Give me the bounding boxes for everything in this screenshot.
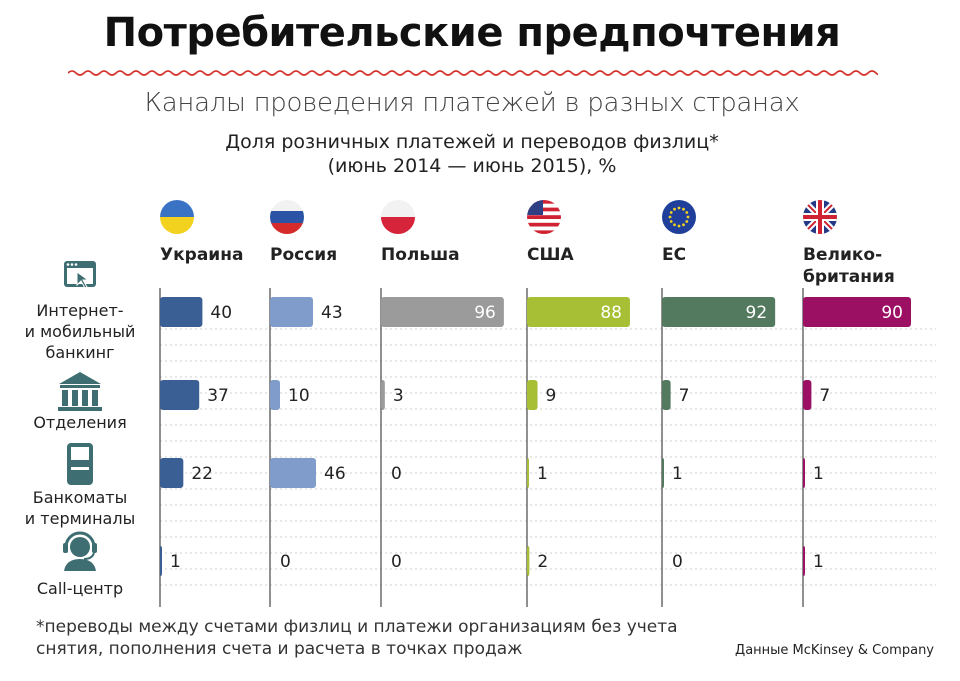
poland-flag-icon	[381, 200, 415, 234]
usa-flag-icon	[527, 200, 561, 234]
bar	[270, 458, 316, 488]
data-label: 3	[393, 386, 404, 406]
data-label: 1	[813, 464, 824, 484]
bar	[527, 458, 529, 488]
data-label: 9	[546, 386, 557, 406]
data-label: 0	[391, 464, 402, 484]
footnote: *переводы между счетами физлиц и платежи…	[36, 616, 678, 660]
eu-flag-icon	[662, 200, 696, 234]
data-label: 0	[672, 552, 683, 572]
data-label: 1	[170, 552, 181, 572]
data-label: 37	[207, 386, 229, 406]
bar	[662, 458, 664, 488]
data-label: 0	[280, 552, 291, 572]
headset-operator-icon	[63, 531, 97, 571]
data-label: 1	[813, 552, 824, 572]
data-label: 92	[746, 303, 768, 323]
bar	[527, 297, 630, 327]
data-label: 0	[391, 552, 402, 572]
row-label: и терминалы	[25, 509, 135, 528]
bar	[662, 297, 776, 327]
bar	[270, 297, 313, 327]
country-label: Украина	[160, 245, 243, 265]
chart-title: Доля розничных платежей и переводов физл…	[0, 130, 944, 178]
bar	[662, 380, 671, 410]
row-label: Банкоматы	[33, 488, 128, 507]
row-label: Отделения	[33, 413, 126, 432]
data-label: 1	[672, 464, 683, 484]
bar	[803, 297, 911, 327]
data-label: 40	[210, 303, 232, 323]
wavy-divider	[68, 70, 878, 76]
data-label: 88	[600, 303, 622, 323]
data-label: 90	[881, 303, 903, 323]
bar	[160, 546, 162, 576]
source-credit: Данные McKinsey & Company	[735, 643, 934, 658]
data-label: 10	[288, 386, 310, 406]
chart-title-line-1: Доля розничных платежей и переводов физл…	[225, 131, 719, 153]
country-label: Велико-	[803, 245, 882, 265]
data-label: 1	[537, 464, 548, 484]
row-label: банкинг	[45, 343, 114, 362]
page-subtitle: Каналы проведения платежей в разных стра…	[144, 88, 800, 118]
row-label: Call-центр	[37, 579, 123, 598]
data-label: 22	[191, 464, 213, 484]
data-label: 96	[474, 303, 496, 323]
country-label: Польша	[381, 245, 460, 265]
country-label: Россия	[270, 245, 337, 265]
bar	[527, 546, 530, 576]
country-label: британия	[803, 267, 895, 287]
atm-icon	[67, 443, 93, 485]
data-label: 7	[679, 386, 690, 406]
data-label: 2	[537, 552, 548, 572]
bank-building-icon	[58, 372, 102, 411]
country-label: США	[527, 245, 574, 265]
bar	[803, 546, 805, 576]
bar	[803, 380, 812, 410]
chart-title-line-2: (июнь 2014 — июнь 2015), %	[327, 155, 617, 177]
data-label: 7	[819, 386, 830, 406]
browser-cursor-icon	[64, 261, 96, 289]
bar	[160, 380, 200, 410]
country-label: ЕС	[662, 245, 686, 265]
bar	[160, 458, 184, 488]
data-label: 46	[324, 464, 346, 484]
bar	[381, 297, 504, 327]
bar	[160, 297, 203, 327]
russia-flag-icon	[270, 200, 304, 234]
row-label: Интернет-	[36, 301, 123, 320]
uk-flag-icon	[803, 200, 837, 234]
bar	[527, 380, 538, 410]
footnote-line-1: *переводы между счетами физлиц и платежи…	[36, 617, 678, 637]
ukraine-flag-icon	[160, 200, 194, 234]
gridlines	[160, 328, 936, 586]
data-label: 43	[321, 303, 343, 323]
row-label: и мобильный	[25, 322, 136, 341]
page-title: Потребительские предпочтения	[103, 10, 841, 56]
bar	[381, 380, 385, 410]
bar	[803, 458, 805, 488]
footnote-line-2: снятия, пополнения счета и расчета в точ…	[36, 639, 523, 659]
bar	[270, 380, 280, 410]
